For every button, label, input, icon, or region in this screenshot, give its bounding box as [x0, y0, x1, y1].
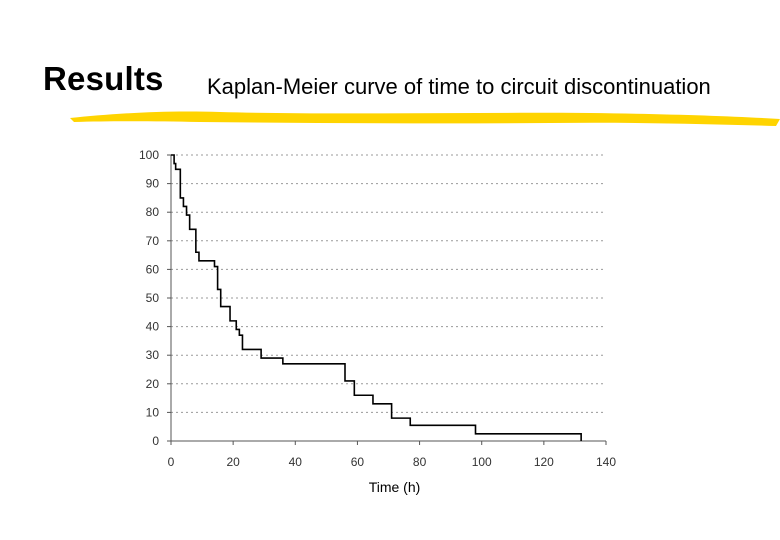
slide-subtitle: Kaplan-Meier curve of time to circuit di…	[207, 74, 711, 99]
y-axis-ticks: 0 10 20 30 40 50 60 70 80 90 100	[139, 148, 171, 448]
x-tick-label: 140	[596, 455, 616, 469]
y-tick-label: 70	[146, 234, 160, 248]
x-tick-label: 80	[413, 455, 427, 469]
x-tick-label: 120	[534, 455, 554, 469]
slide-heading: Results	[43, 60, 164, 97]
y-tick-label: 40	[146, 320, 160, 334]
x-tick-label: 20	[226, 455, 240, 469]
y-tick-label: 50	[146, 291, 160, 305]
y-tick-label: 100	[139, 148, 159, 162]
yellow-accent-bar	[70, 111, 780, 126]
x-tick-label: 40	[289, 455, 303, 469]
survival-curve	[171, 154, 582, 441]
y-tick-label: 80	[146, 205, 160, 219]
y-tick-label: 30	[146, 348, 160, 362]
y-tick-label: 20	[146, 377, 160, 391]
x-axis-ticks: 0 20 40 60 80 100 120 140	[168, 441, 616, 469]
y-tick-label: 90	[146, 177, 160, 191]
y-tick-label: 0	[152, 434, 159, 448]
y-tick-label: 10	[146, 405, 160, 419]
x-tick-label: 60	[351, 455, 365, 469]
y-tick-label: 60	[146, 262, 160, 276]
x-tick-label: 100	[472, 455, 492, 469]
x-tick-label: 0	[168, 455, 175, 469]
x-axis-title: Time (h)	[369, 479, 421, 495]
grid-lines	[171, 154, 606, 413]
